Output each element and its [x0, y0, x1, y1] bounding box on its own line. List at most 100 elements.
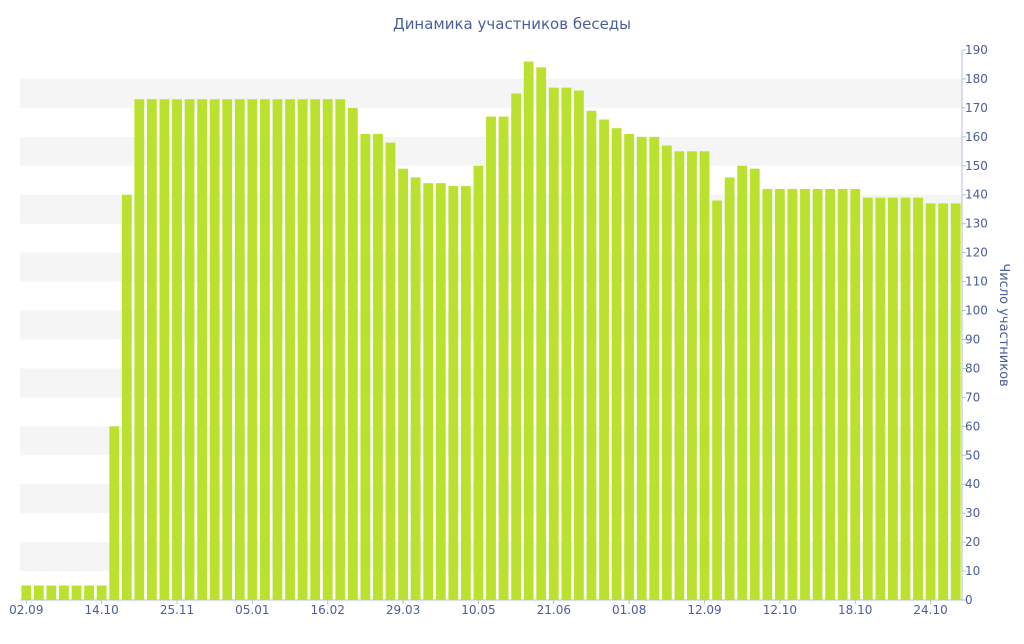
y-tick-label: 100	[965, 304, 988, 318]
y-tick-label: 140	[965, 188, 988, 202]
bar	[71, 585, 82, 600]
bar	[410, 177, 421, 600]
bar	[272, 99, 283, 601]
x-tick-label: 25.11	[160, 603, 194, 617]
bar	[84, 585, 94, 600]
bar	[373, 133, 383, 600]
y-tick-label: 170	[965, 101, 988, 115]
bar	[511, 93, 522, 601]
y-tick-label: 60	[965, 419, 980, 433]
x-tick-label: 29.03	[386, 603, 420, 617]
x-tick-label: 01.08	[612, 603, 646, 617]
bar	[448, 186, 459, 601]
y-tick-label: 110	[965, 275, 988, 289]
bar	[335, 99, 346, 601]
bar	[699, 151, 710, 600]
bar	[561, 87, 572, 600]
bar	[360, 133, 371, 600]
bar	[234, 99, 245, 601]
bar	[121, 194, 132, 601]
x-tick-label: 02.09	[9, 603, 43, 617]
bar	[950, 203, 961, 601]
bar	[322, 99, 333, 601]
bar	[209, 99, 220, 601]
bar	[96, 585, 107, 600]
bar	[913, 197, 923, 600]
bar	[586, 110, 597, 600]
bar	[737, 165, 748, 601]
bar-series	[21, 61, 961, 601]
y-tick-label: 190	[965, 43, 988, 57]
bar	[184, 99, 195, 601]
y-tick-label: 90	[965, 332, 980, 346]
bar	[888, 197, 898, 600]
bar	[172, 99, 182, 601]
bar	[574, 90, 584, 600]
bar	[900, 197, 911, 600]
bar	[134, 99, 145, 601]
bar	[712, 200, 722, 600]
x-tick-label: 24.10	[913, 603, 947, 617]
bar	[749, 168, 760, 600]
bar	[687, 151, 697, 600]
y-tick-label: 120	[965, 246, 988, 260]
bar	[159, 99, 170, 601]
x-tick-label: 21.06	[537, 603, 571, 617]
bar	[498, 116, 509, 600]
bar	[624, 133, 635, 600]
x-tick-label: 05.01	[235, 603, 269, 617]
bar	[385, 142, 396, 600]
bar	[724, 177, 735, 600]
y-tick-label: 160	[965, 130, 988, 144]
bar	[649, 136, 660, 600]
bar	[347, 107, 358, 600]
bar	[825, 188, 836, 600]
y-tick-label: 20	[965, 535, 980, 549]
bar	[146, 99, 157, 601]
bar	[247, 99, 258, 601]
bar	[222, 99, 233, 601]
bar	[46, 585, 57, 600]
bar	[774, 188, 785, 600]
bar	[523, 61, 534, 600]
y-tick-label: 10	[965, 564, 980, 578]
y-tick-label: 150	[965, 159, 988, 173]
bar	[297, 99, 308, 601]
bar	[548, 87, 559, 600]
bar	[536, 67, 547, 601]
bar	[423, 183, 434, 600]
bar	[636, 136, 647, 600]
bar	[611, 128, 622, 600]
x-tick-label: 16.02	[311, 603, 345, 617]
bar	[800, 188, 810, 600]
bar	[599, 119, 609, 600]
y-tick-label: 70	[965, 390, 980, 404]
y-tick-label: 80	[965, 361, 980, 375]
y-tick-label: 50	[965, 448, 980, 462]
bar	[460, 186, 471, 601]
y-tick-label: 180	[965, 72, 988, 86]
bar	[197, 99, 208, 601]
bar	[938, 203, 949, 601]
bar	[762, 188, 773, 600]
bar	[398, 168, 408, 600]
bar	[875, 197, 886, 600]
bar	[787, 188, 798, 600]
x-axis-ticks: 02.09 14.10 25.11 05.01 16.02 29.03 10.05 21.06…	[9, 600, 948, 617]
bar	[862, 197, 873, 600]
x-tick-label: 12.09	[687, 603, 721, 617]
x-tick-label: 12.10	[763, 603, 797, 617]
bar	[473, 165, 484, 601]
y-axis-ticks: 0 10 20 30 40 50 60 70 80 90 100 110 120 130 140 150 160…	[962, 43, 988, 607]
bar	[310, 99, 321, 601]
bar	[486, 116, 496, 600]
x-tick-label: 18.10	[838, 603, 872, 617]
x-tick-label: 10.05	[461, 603, 495, 617]
bar	[812, 188, 823, 600]
bar	[59, 585, 69, 600]
bar	[674, 151, 685, 600]
bar	[850, 188, 861, 600]
y-tick-label: 30	[965, 506, 980, 520]
